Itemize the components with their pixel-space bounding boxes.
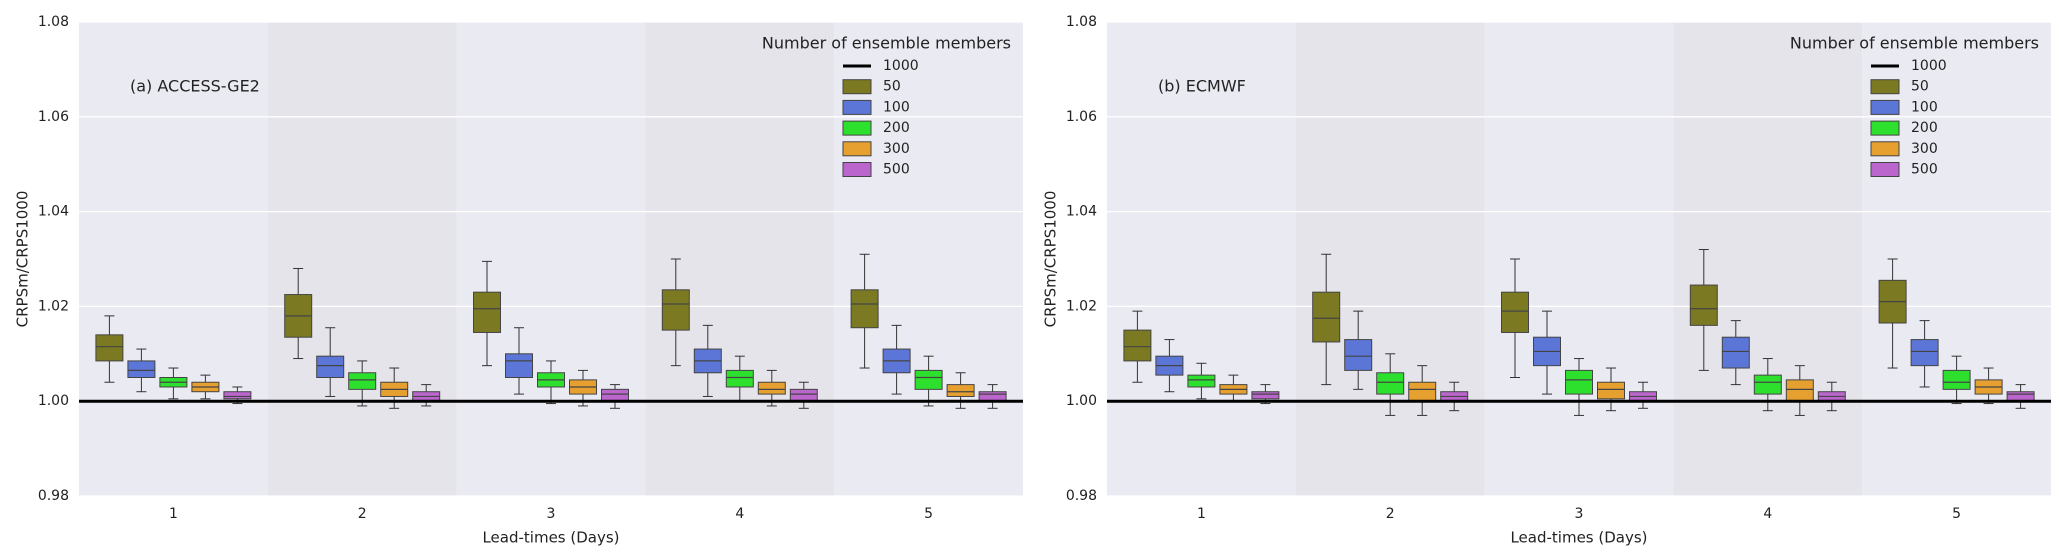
- box: [1344, 339, 1373, 371]
- legend-label: 50: [1911, 79, 1929, 95]
- y-tick-label: 1.02: [38, 298, 69, 314]
- x-tick-label: 5: [924, 506, 933, 522]
- x-tick-label: 3: [547, 506, 556, 522]
- legend-label: 300: [883, 141, 910, 157]
- legend-swatch: [842, 79, 872, 95]
- y-axis-label: CRPSm/CRPS1000: [14, 191, 32, 328]
- y-tick-label: 0.98: [1066, 488, 1097, 504]
- box: [473, 291, 501, 333]
- legend-label: 500: [883, 162, 910, 178]
- box: [223, 391, 252, 400]
- legend-swatch: [842, 99, 872, 115]
- box: [757, 381, 786, 395]
- y-tick-label: 1.04: [38, 204, 69, 220]
- box: [725, 369, 754, 388]
- box: [127, 360, 156, 379]
- category-band: [1295, 22, 1485, 496]
- y-tick-label: 1.00: [1066, 393, 1097, 409]
- box: [1376, 372, 1405, 395]
- box: [1785, 379, 1814, 402]
- category-band: [456, 22, 646, 496]
- y-tick-label: 1.04: [1066, 204, 1097, 220]
- box: [601, 388, 629, 402]
- box: [1408, 381, 1437, 402]
- legend-swatch: [1870, 141, 1900, 157]
- box: [1251, 391, 1280, 400]
- legend-swatch: [842, 162, 872, 177]
- box: [946, 384, 975, 397]
- y-tick-label: 1.08: [1066, 14, 1097, 30]
- box: [789, 388, 818, 402]
- category-band: [1107, 22, 1296, 496]
- x-tick-label: 1: [1197, 506, 1206, 522]
- legend-label: 500: [1911, 162, 1938, 178]
- box: [1753, 374, 1782, 395]
- x-tick-label: 4: [1763, 506, 1772, 522]
- legend-swatch: [1870, 120, 1900, 136]
- box: [505, 353, 533, 378]
- category-band: [1673, 22, 1863, 496]
- y-tick-label: 0.98: [38, 488, 69, 504]
- x-axis-label: Lead-times (Days): [482, 529, 619, 547]
- x-tick-label: 5: [1952, 506, 1961, 522]
- box: [348, 372, 377, 390]
- box: [1689, 284, 1718, 326]
- x-tick-label: 1: [169, 506, 178, 522]
- category-band: [267, 22, 457, 496]
- legend-title: Number of ensemble members: [1790, 34, 2039, 53]
- box: [914, 369, 943, 390]
- legend-label: 300: [1911, 141, 1938, 157]
- category-band: [79, 22, 268, 496]
- y-tick-label: 1.06: [1066, 109, 1097, 125]
- legend-swatch: [1870, 79, 1900, 95]
- y-axis-label: CRPSm/CRPS1000: [1042, 191, 1060, 328]
- legend-swatch: [1870, 99, 1900, 115]
- legend-swatch: [842, 120, 872, 136]
- legend-label: 200: [883, 120, 910, 136]
- box: [1942, 369, 1971, 390]
- box: [1501, 291, 1529, 333]
- x-tick-label: 2: [358, 506, 367, 522]
- y-tick-label: 1.02: [1066, 298, 1097, 314]
- x-axis-label: Lead-times (Days): [1510, 529, 1647, 547]
- box: [1597, 381, 1625, 400]
- panel-title: (b) ECMWF: [1158, 77, 1246, 96]
- box: [661, 289, 690, 331]
- panel-title: (a) ACCESS-GE2: [130, 77, 260, 96]
- box: [1187, 374, 1216, 388]
- box: [850, 289, 879, 329]
- x-tick-label: 2: [1386, 506, 1395, 522]
- legend-label: 200: [1911, 120, 1938, 136]
- box: [1312, 291, 1341, 343]
- legend-title: Number of ensemble members: [762, 34, 1011, 53]
- box: [1910, 339, 1939, 367]
- box: [1721, 336, 1750, 369]
- x-tick-label: 4: [735, 506, 744, 522]
- legend-swatch: [1870, 162, 1900, 177]
- y-tick-label: 1.00: [38, 393, 69, 409]
- y-tick-label: 1.06: [38, 109, 69, 125]
- box: [1123, 329, 1152, 362]
- box: [1565, 369, 1593, 395]
- legend-label: 50: [883, 79, 901, 95]
- box: [316, 355, 345, 379]
- legend-label: 1000: [1911, 58, 1947, 74]
- legend-label: 100: [1911, 99, 1938, 115]
- legend-swatch: [842, 141, 872, 157]
- legend-label: 1000: [883, 58, 919, 74]
- y-tick-label: 1.08: [38, 14, 69, 30]
- legend-label: 100: [883, 99, 910, 115]
- box: [95, 334, 124, 362]
- x-tick-label: 3: [1575, 506, 1584, 522]
